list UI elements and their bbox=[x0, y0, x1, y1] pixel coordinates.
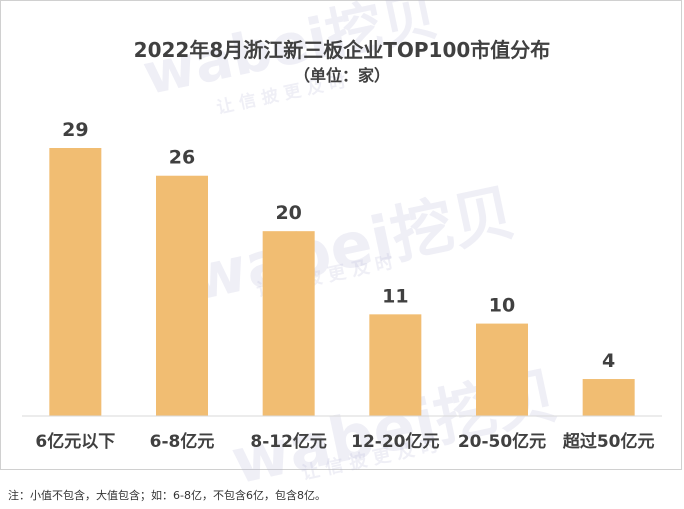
x-tick-label-2: 8-12亿元 bbox=[250, 431, 327, 452]
data-label-4: 10 bbox=[489, 295, 515, 317]
x-tick-label-4: 20-50亿元 bbox=[458, 431, 546, 452]
bar-2 bbox=[262, 231, 315, 416]
chart-subtitle: （单位：家） bbox=[293, 66, 390, 85]
bar-0 bbox=[49, 148, 102, 416]
x-tick-label-1: 6-8亿元 bbox=[150, 431, 215, 452]
x-tick-label-5: 超过50亿元 bbox=[563, 431, 655, 452]
bar-chart: 29 6亿元以下 26 6-8亿元 20 8-12亿元 11 12-20亿元 10 20-50亿元… bbox=[22, 119, 662, 452]
data-label-1: 26 bbox=[169, 147, 195, 169]
x-tick-label-3: 12-20亿元 bbox=[351, 431, 439, 452]
x-tick-label-0: 6亿元以下 bbox=[35, 431, 115, 452]
data-label-3: 11 bbox=[382, 285, 408, 307]
chart-panel: wabei挖贝 让 信 披 更 及 时 wabei挖贝 让 信 披 更 及 时 … bbox=[0, 0, 682, 498]
chart-title: 2022年8月浙江新三板企业TOP100市值分布 bbox=[133, 38, 551, 62]
bar-3 bbox=[369, 314, 422, 416]
chart-border bbox=[0, 0, 682, 470]
bar-4 bbox=[476, 323, 528, 416]
data-label-5: 4 bbox=[602, 350, 615, 372]
data-label-2: 20 bbox=[275, 202, 301, 224]
data-label-0: 29 bbox=[62, 119, 88, 141]
bar-5 bbox=[582, 379, 635, 416]
bar-1 bbox=[156, 175, 208, 416]
footnote: 注：小值不包含，大值包含；如：6-8亿，不包含6亿，包含8亿。 bbox=[8, 489, 326, 502]
